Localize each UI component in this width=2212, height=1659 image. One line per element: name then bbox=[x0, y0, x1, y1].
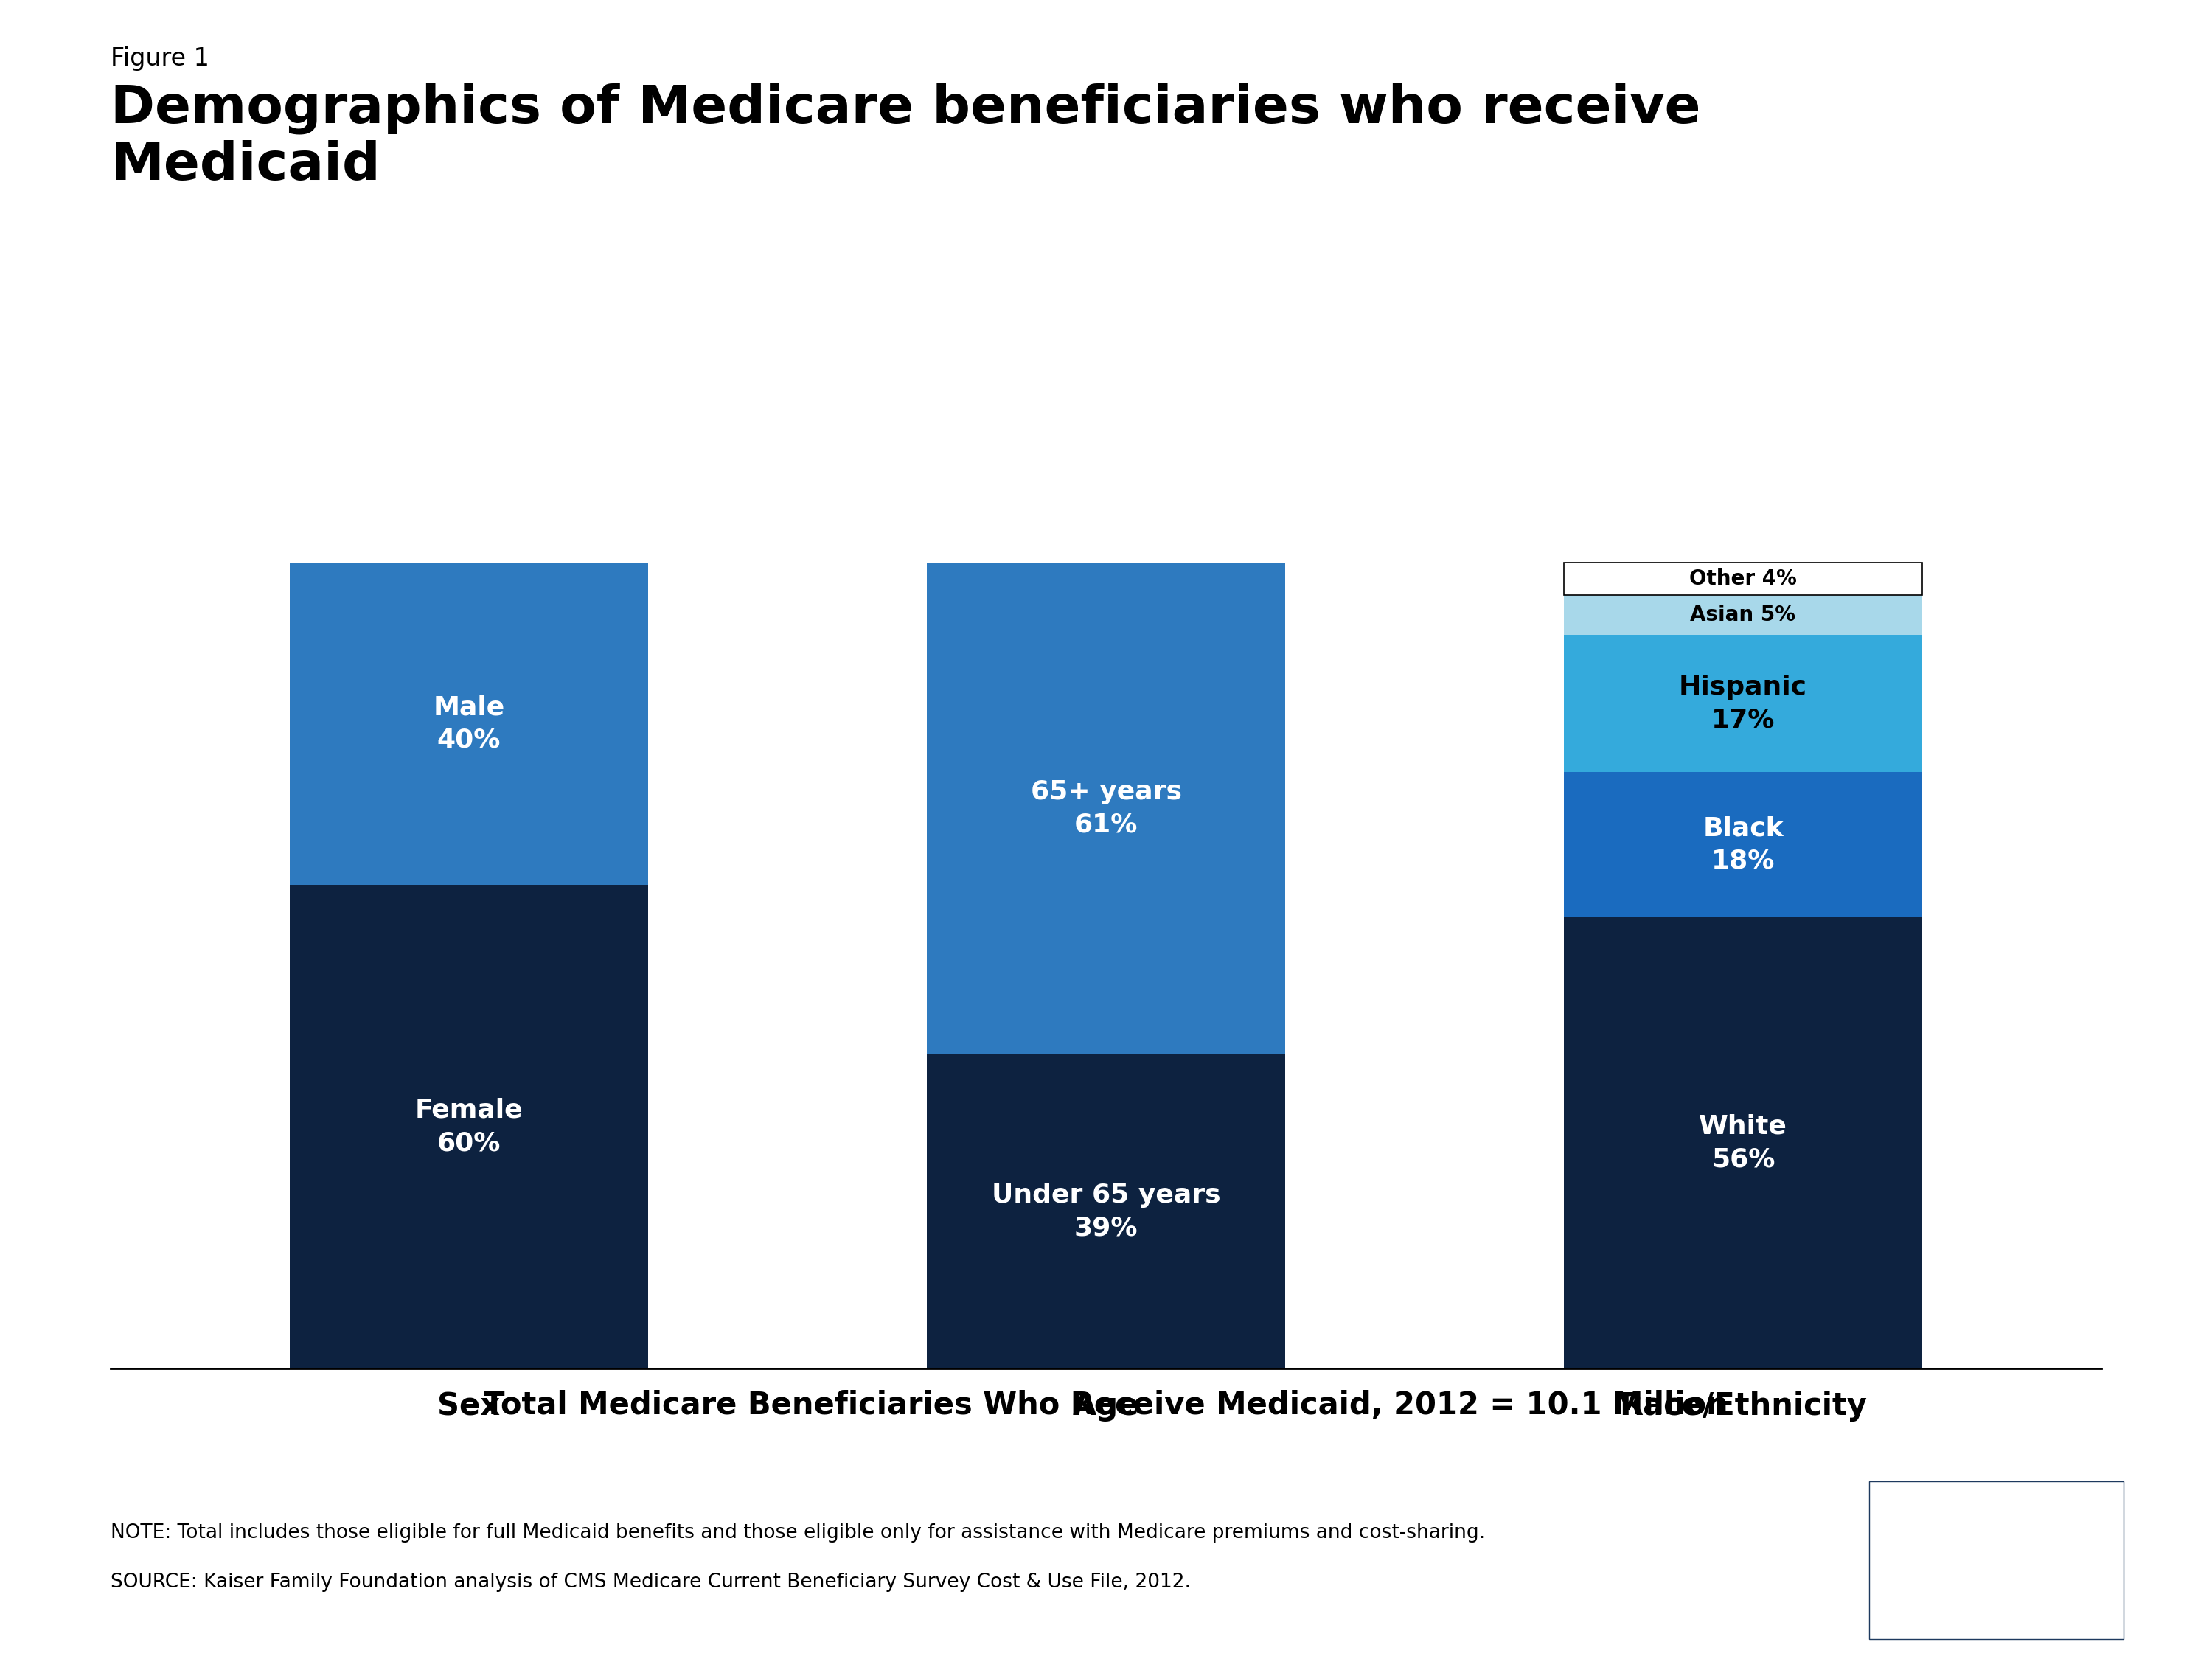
Text: FOUNDATION: FOUNDATION bbox=[1962, 1606, 2031, 1616]
Text: 65+ years
61%: 65+ years 61% bbox=[1031, 780, 1181, 838]
Text: FAMILY: FAMILY bbox=[1951, 1559, 2042, 1579]
Text: Other 4%: Other 4% bbox=[1690, 569, 1796, 589]
Text: KAISER: KAISER bbox=[1951, 1518, 2042, 1538]
Bar bbox=[1564, 917, 1922, 1369]
Text: Black
18%: Black 18% bbox=[1703, 816, 1783, 874]
Text: Under 65 years
39%: Under 65 years 39% bbox=[991, 1183, 1221, 1241]
Bar bbox=[1564, 594, 1922, 635]
Text: Female
60%: Female 60% bbox=[416, 1098, 522, 1156]
Text: Hispanic
17%: Hispanic 17% bbox=[1679, 675, 1807, 733]
Bar bbox=[927, 1053, 1285, 1369]
Text: THE HENRY J.: THE HENRY J. bbox=[1962, 1493, 2031, 1501]
Text: Asian 5%: Asian 5% bbox=[1690, 604, 1796, 625]
Bar bbox=[1564, 635, 1922, 771]
Text: Male
40%: Male 40% bbox=[434, 695, 504, 753]
Text: SOURCE: Kaiser Family Foundation analysis of CMS Medicare Current Beneficiary Su: SOURCE: Kaiser Family Foundation analysi… bbox=[111, 1573, 1190, 1593]
Bar bbox=[927, 562, 1285, 1053]
Bar bbox=[1564, 562, 1922, 594]
Text: Figure 1: Figure 1 bbox=[111, 46, 210, 71]
Text: Total Medicare Beneficiaries Who Receive Medicaid, 2012 = 10.1 Million: Total Medicare Beneficiaries Who Receive… bbox=[484, 1390, 1728, 1422]
Text: White
56%: White 56% bbox=[1699, 1113, 1787, 1171]
Bar bbox=[1564, 771, 1922, 917]
Bar bbox=[290, 562, 648, 884]
Text: Demographics of Medicare beneficiaries who receive
Medicaid: Demographics of Medicare beneficiaries w… bbox=[111, 83, 1701, 191]
Text: NOTE: Total includes those eligible for full Medicaid benefits and those eligibl: NOTE: Total includes those eligible for … bbox=[111, 1523, 1484, 1543]
Bar bbox=[290, 884, 648, 1369]
